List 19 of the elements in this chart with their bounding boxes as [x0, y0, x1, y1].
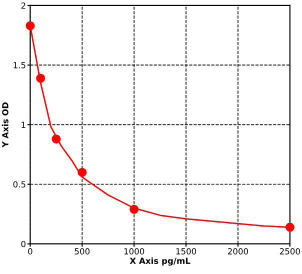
x-tick-label: 2000	[228, 248, 248, 254]
point	[78, 168, 87, 177]
x-tick-label: 1000	[124, 248, 144, 254]
x-axis-title: X Axis pg/mL	[130, 257, 190, 266]
point	[36, 74, 46, 83]
x-tick-label: 500	[74, 248, 90, 254]
y-tick-label: 1	[22, 122, 26, 128]
point	[52, 134, 61, 144]
y-tick-label: 0.5	[13, 181, 26, 188]
y-tick-label: 0	[21, 240, 26, 248]
x-tick-label: 0	[28, 248, 32, 254]
x-tick-label: 2500	[280, 248, 300, 254]
y-tick-label: 1.5	[14, 62, 26, 68]
x-tick-label: 1500	[176, 248, 196, 254]
y-tick-label: 2	[21, 2, 26, 9]
y-axis-title: Y Axis OD	[2, 102, 8, 148]
point	[285, 222, 294, 232]
point	[130, 204, 139, 214]
point	[26, 21, 35, 30]
